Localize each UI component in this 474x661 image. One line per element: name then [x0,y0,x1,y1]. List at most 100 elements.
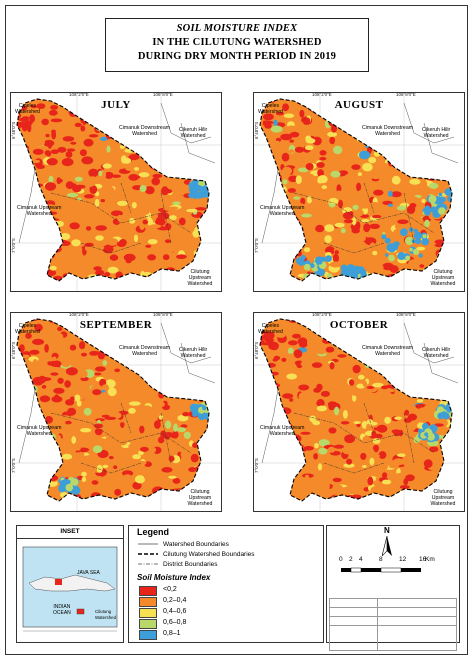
inset-legend-swatch [76,608,85,615]
month-label: AUGUST [334,99,384,111]
title-line-1: SOIL MOISTURE INDEX [176,23,298,34]
map-frame [5,5,468,655]
scale-tick-4: 12 [399,556,407,563]
map-panel-october: OCTOBER Cipeles Watershed Cimanuk Downstre… [253,312,465,512]
inset-sea-south-label: INDIAN OCEAN [53,604,71,616]
label-cimanuk-downstream: Cimanuk Downstream Watershed [362,125,414,137]
legend-swatch-1 [139,597,157,607]
legend-line-cilutung: Cilutung Watershed Boundaries [137,551,255,559]
map-panel-july: JULY Cipeles Watershed Cimanuk Downstream … [10,92,222,292]
label-cilutung-upstream: Cilutung Upstream Watershed [187,269,213,287]
label-cilutung-upstream: Cilutung Upstream Watershed [430,489,456,507]
scale-tick-2: 4 [359,556,363,563]
inset-title: INSET [17,526,123,539]
soil-moisture-map [254,313,464,511]
month-label: OCTOBER [329,319,389,331]
coord-left-top: 6°48'0"S [254,121,259,139]
label-cimanuk-downstream: Cimanuk Downstream Watershed [362,345,414,357]
scale-tick-0: 0 [339,556,343,563]
label-cikeruh-hilir: Cikeruh Hilir Watershed [422,347,451,359]
label-cipeles-watershed: Cipeles Watershed [258,103,283,115]
title-line-3: DURING DRY MONTH PERIOD IN 2019 [137,51,337,62]
legend-swatch-4 [139,630,157,640]
inset-graphic [22,546,118,632]
legend-line-district: District Boundaries [137,561,218,569]
label-cipeles-watershed: Cipeles Watershed [258,323,283,335]
district-boundaries [50,402,192,474]
coord-left-top: 6°48'0"S [11,341,16,359]
label-cimanuk-upstream: Cimanuk Upstream Watershed [17,425,62,437]
label-cipeles-watershed: Cipeles Watershed [15,323,40,335]
inset-area-label: Cilutung Watershed [95,609,117,620]
map-panel-september: SEPTEMBER Cipeles Watershed Cimanuk Downst… [10,312,222,512]
coord-top-right: 108°8'0"E [153,312,173,317]
coord-left-bottom: 7°0'0"S [254,458,259,473]
district-boundaries [50,182,192,254]
coord-top-left: 108°2'0"E [69,312,89,317]
cilutung-watershed-boundary [16,318,210,502]
legend: Legend Watershed Boundaries Cilutung Wat… [128,525,324,643]
title-line-2: IN THE CILUTUNG WATERSHED [152,37,322,48]
label-cilutung-upstream: Cilutung Upstream Watershed [430,269,456,287]
cilutung-watershed-boundary [16,98,210,282]
label-cipeles-watershed: Cipeles Watershed [15,103,40,115]
map-title: SOIL MOISTURE INDEX IN THE CILUTUNG WATE… [105,18,369,72]
coord-left-top: 6°48'0"S [254,341,259,359]
coord-left-bottom: 7°0'0"S [11,458,16,473]
district-boundaries [293,402,435,474]
coord-left-top: 6°48'0"S [11,121,16,139]
cilutung-watershed-boundary [259,98,453,282]
legend-line-watershed: Watershed Boundaries [137,541,229,549]
map-info-box: N 0 2 4 8 12 16 Km [326,525,460,651]
soil-moisture-legend-title: Soil Moisture Index [137,573,211,582]
scale-bar [341,567,421,573]
solid-line-icon [138,543,158,545]
coord-left-bottom: 7°0'0"S [254,238,259,253]
legend-swatch-2 [139,608,157,618]
inset-sea-north-label: JAVA SEA [77,570,100,576]
inset-map: INSET JAVA SEA INDIAN OCEAN Cilutung Wat… [16,525,124,643]
north-label: N [384,526,390,535]
soil-moisture-map [11,93,221,291]
legend-class-label-2: 0,4–0,6 [163,608,187,615]
coord-left-bottom: 7°0'0"S [11,238,16,253]
soil-moisture-map [11,313,221,511]
label-cilutung-upstream: Cilutung Upstream Watershed [187,489,213,507]
district-boundaries [293,182,435,254]
cilutung-watershed-boundary [259,318,453,502]
label-cimanuk-upstream: Cimanuk Upstream Watershed [17,205,62,217]
label-cimanuk-upstream: Cimanuk Upstream Watershed [260,425,305,437]
dashdot-line-icon [138,563,158,565]
coord-top-left: 108°2'0"E [312,92,332,97]
coord-top-right: 108°8'0"E [396,92,416,97]
legend-swatch-3 [139,619,157,629]
scale-unit: Km [425,556,435,563]
coord-top-right: 108°8'0"E [396,312,416,317]
label-cimanuk-upstream: Cimanuk Upstream Watershed [260,205,305,217]
label-cikeruh-hilir: Cikeruh Hilir Watershed [422,127,451,139]
coord-top-right: 108°8'0"E [153,92,173,97]
coord-top-left: 108°2'0"E [312,312,332,317]
label-cimanuk-downstream: Cimanuk Downstream Watershed [119,345,171,357]
month-label: JULY [101,99,131,111]
scale-tick-5: 16 [419,556,427,563]
label-cikeruh-hilir: Cikeruh Hilir Watershed [179,347,208,359]
label-cikeruh-hilir: Cikeruh Hilir Watershed [179,127,208,139]
legend-swatch-0 [139,586,157,596]
scale-tick-3: 8 [379,556,383,563]
legend-class-label-4: 0,8–1 [163,630,181,637]
legend-class-label-1: 0,2–0,4 [163,597,187,604]
legend-class-label-3: 0,6–0,8 [163,619,187,626]
dashed-line-icon [138,553,158,556]
north-arrow-icon [382,536,392,557]
soil-moisture-map [254,93,464,291]
label-cimanuk-downstream: Cimanuk Downstream Watershed [119,125,171,137]
inset-study-area [55,579,62,585]
month-label: SEPTEMBER [79,319,153,331]
legend-title: Legend [137,527,170,537]
coord-top-left: 108°2'0"E [69,92,89,97]
legend-class-label-0: <0,2 [163,586,177,593]
map-panel-august: AUGUST Cipeles Watershed Cimanuk Downstrea… [253,92,465,292]
map-info-table [328,598,457,651]
scale-tick-1: 2 [349,556,353,563]
